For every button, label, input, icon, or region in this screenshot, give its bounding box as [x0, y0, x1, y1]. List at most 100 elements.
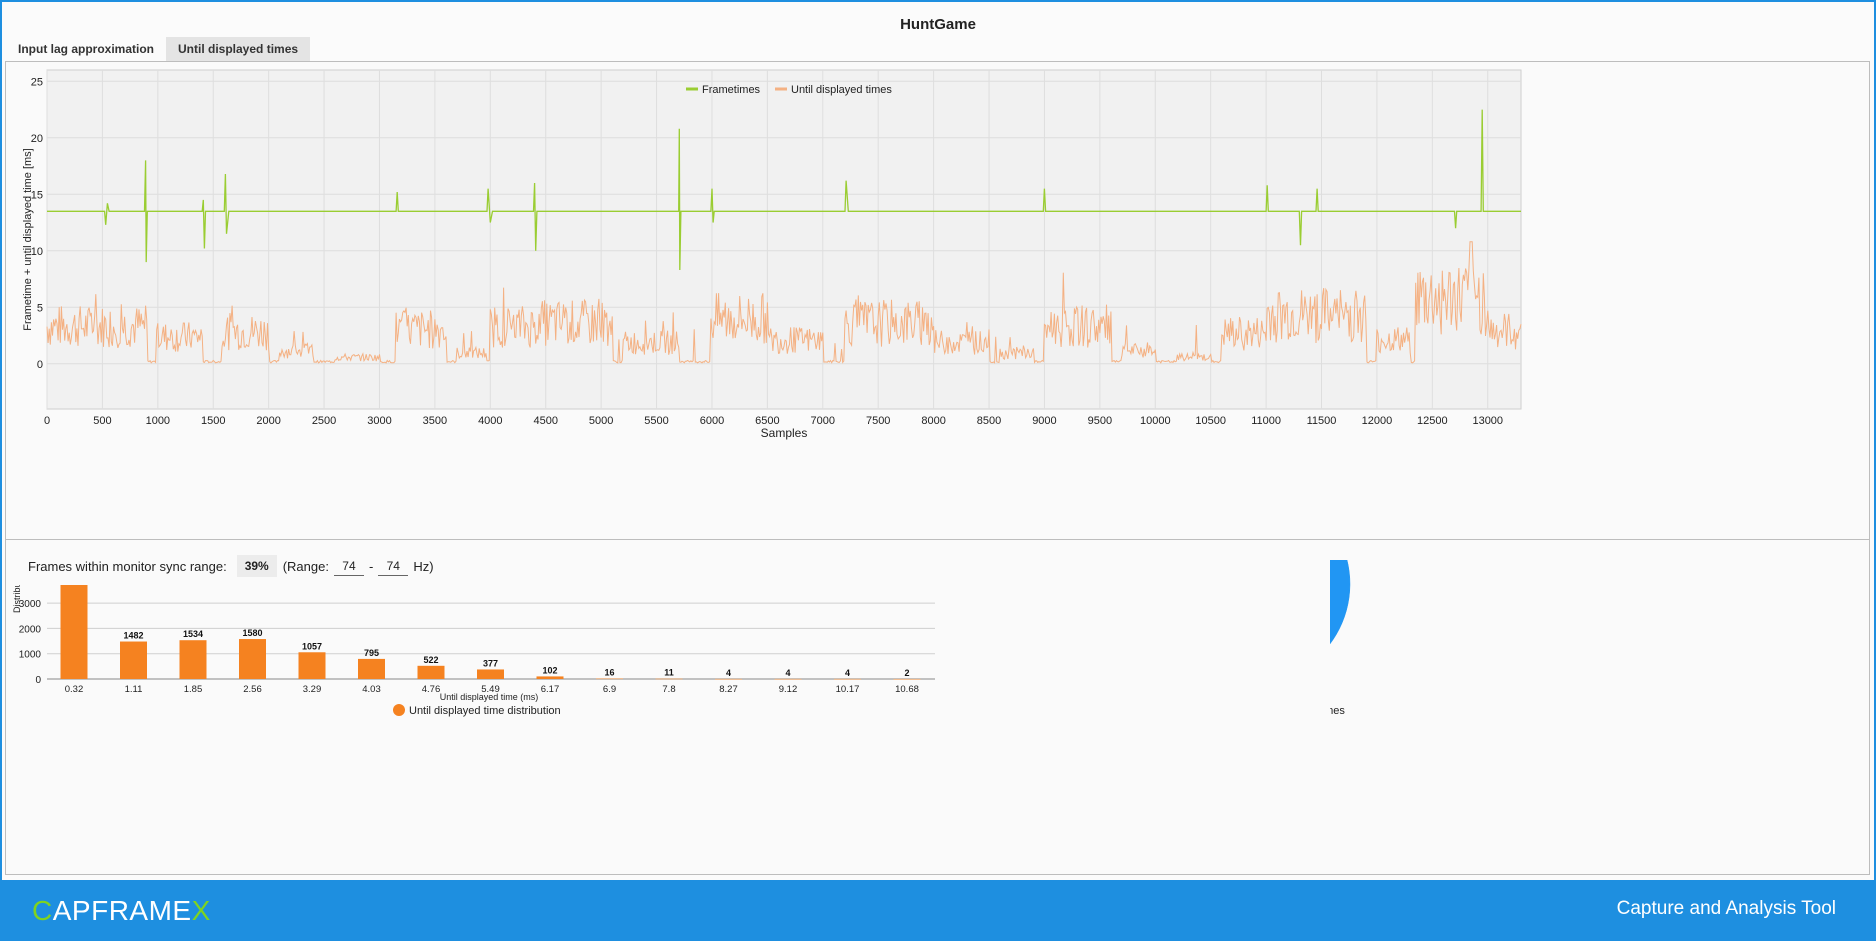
y-tick-label: 0: [37, 359, 43, 371]
bar-value-label: 4: [726, 668, 731, 678]
bar-x-tick-label: 9.12: [779, 684, 798, 695]
bar-x-tick-label: 4.76: [422, 684, 441, 695]
y-tick-label: 20: [31, 133, 43, 145]
bar-x-tick-label: 6.17: [541, 684, 560, 695]
plot-area: [46, 69, 1522, 410]
x-tick-label: 500: [93, 415, 111, 427]
x-tick-label: 7000: [811, 415, 835, 427]
x-tick-label: 5500: [644, 415, 668, 427]
bar-x-tick-label: 10.17: [836, 684, 860, 695]
x-axis-title: Samples: [761, 426, 808, 440]
line-chart: 0 500 1000 1500 2000 2500 3000 3500 4000 4500 5000…: [22, 69, 1522, 440]
range-max-input[interactable]: 74: [378, 557, 409, 576]
x-tick-label: 3500: [423, 415, 447, 427]
range-suffix: Hz): [413, 558, 434, 574]
bar-value-label: 16: [604, 668, 614, 678]
histogram-bar: [655, 678, 683, 680]
bar-value-label: 1057: [302, 641, 322, 651]
x-tick-label: 10000: [1140, 415, 1171, 427]
legend-until-displayed-label: Until displayed times: [791, 84, 892, 96]
tab-input-lag[interactable]: Input lag approximation: [18, 42, 155, 56]
bar-x-tick-label: 0.32: [65, 684, 84, 695]
tab-bar: Input lag approximation Until displayed …: [6, 37, 311, 61]
y-tick-label: 5: [37, 302, 43, 314]
sync-percent-value: 39%: [236, 555, 277, 577]
bar-value-label: 4: [785, 668, 790, 678]
bar-value-label: 1534: [183, 629, 203, 639]
capframex-logo: CAPFRAMEX: [32, 895, 211, 926]
histogram-bar: [596, 678, 623, 680]
bar-chart: 01000200030004000500060007000Distributio…: [12, 585, 935, 717]
x-tick-label: 12500: [1417, 415, 1448, 427]
x-tick-label: 10500: [1195, 415, 1226, 427]
histogram-bar: [477, 669, 504, 679]
bar-y-tick-label: 0: [35, 675, 41, 686]
histogram-bar: [715, 678, 742, 680]
x-tick-label: 6000: [700, 415, 724, 427]
x-tick-label: 8000: [921, 415, 945, 427]
x-tick-label: 4500: [533, 415, 557, 427]
histogram-bar: [834, 678, 861, 680]
sync-range-row: Frames within monitor sync range: 39% (R…: [28, 555, 434, 577]
bar-x-tick-label: 1.85: [184, 684, 203, 695]
tab-until-displayed[interactable]: Until displayed times: [166, 37, 311, 61]
series-until-displayed-line: [46, 241, 1522, 364]
y-tick-label: 25: [31, 76, 43, 88]
histogram-bar: [298, 652, 326, 679]
bar-value-label: 1580: [242, 628, 262, 638]
bar-x-axis-title: Until displayed time (ms): [440, 692, 539, 702]
x-tick-label: 11500: [1307, 415, 1337, 427]
bar-x-tick-label: 3.29: [303, 684, 322, 695]
x-tick-label: 2000: [256, 415, 280, 427]
histogram-bar: [893, 678, 921, 680]
bar-value-label: 4: [845, 668, 850, 678]
bar-y-tick-label: 1000: [19, 650, 42, 661]
x-tick-label: 12000: [1362, 415, 1393, 427]
bar-value-label: 102: [542, 665, 557, 675]
legend-frametimes-label: Frametimes: [702, 84, 761, 96]
distribution-panel: [5, 540, 1870, 875]
bar-y-tick-label: 2000: [19, 624, 42, 635]
bar-x-tick-label: 10.68: [895, 684, 919, 695]
bar-legend-label: Until displayed time distribution: [409, 705, 561, 717]
bar-x-tick-label: 6.9: [603, 684, 616, 695]
sync-range-label: Frames within monitor sync range:: [28, 558, 227, 574]
x-tick-label: 11000: [1251, 415, 1281, 427]
histogram-bar: [358, 658, 385, 679]
x-tick-label: 2500: [312, 415, 336, 427]
histogram-bar: [417, 665, 445, 679]
bar-x-tick-label: 2.56: [243, 684, 262, 695]
bar-value-label: 522: [423, 655, 438, 665]
bar-x-tick-label: 7.8: [662, 684, 675, 695]
range-min-input[interactable]: 74: [333, 557, 364, 576]
chart-legend: Frametimes Until displayed times: [686, 84, 892, 96]
x-tick-label: 9500: [1088, 415, 1112, 427]
x-tick-label: 0: [44, 415, 50, 427]
y-tick-label: 15: [31, 189, 43, 201]
bar-y-tick-label: 3000: [19, 599, 42, 610]
bar-x-tick-label: 4.03: [362, 684, 381, 695]
bar-legend-swatch: [393, 704, 405, 716]
bar-value-label: 795: [364, 648, 379, 658]
pie-chart: 43 (0.32 %)13244 (99.68 %)Synced framesD…: [1330, 560, 1351, 717]
histogram-bar: [536, 676, 564, 679]
footer-bar: [0, 880, 1876, 941]
x-tick-label: 13000: [1472, 415, 1503, 427]
histogram-bar: [120, 641, 147, 679]
x-tick-label: 4000: [478, 415, 502, 427]
bar-value-label: 11: [664, 668, 674, 678]
x-tick-label: 5000: [589, 415, 613, 427]
y-axis-title: Frametime + until displayed time [ms]: [22, 148, 34, 330]
x-tick-label: 8500: [977, 415, 1001, 427]
x-tick-label: 1000: [146, 415, 170, 427]
range-prefix: (Range:: [282, 558, 329, 574]
histogram-bar: [60, 585, 88, 679]
y-tick-label: 10: [31, 246, 43, 258]
x-tick-label: 9000: [1032, 415, 1056, 427]
bar-y-axis-title: Distribution: [12, 585, 22, 613]
x-tick-label: 6500: [755, 415, 779, 427]
page-title: HuntGame: [900, 16, 976, 33]
range-separator: -: [368, 558, 374, 574]
footer-tagline: Capture and Analysis Tool: [1616, 898, 1836, 919]
bar-value-label: 1482: [123, 631, 143, 641]
